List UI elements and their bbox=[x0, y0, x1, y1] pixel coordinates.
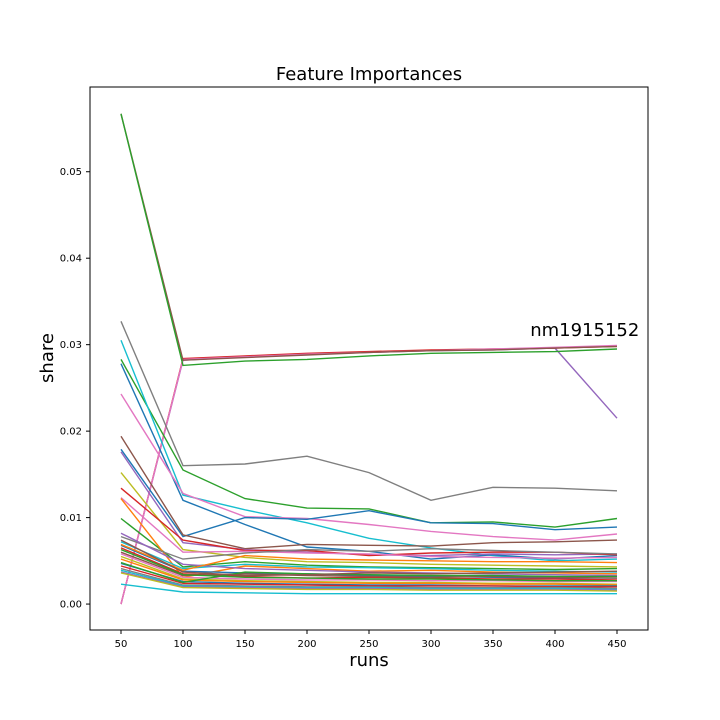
y-tick-label: 0.04 bbox=[60, 254, 82, 265]
series-line-7 bbox=[120, 359, 618, 528]
y-tick-label: 0.00 bbox=[60, 600, 82, 611]
x-tick-label: 200 bbox=[297, 639, 316, 650]
series-line-9 bbox=[120, 363, 618, 560]
x-tick-label: 300 bbox=[421, 639, 440, 650]
series-line-11 bbox=[120, 448, 618, 538]
y-tick-label: 0.05 bbox=[60, 167, 82, 178]
series-line-20 bbox=[120, 541, 618, 573]
annotation-label: nm1915152 bbox=[530, 320, 639, 341]
x-tick-label: 400 bbox=[545, 639, 564, 650]
x-tick-label: 50 bbox=[115, 639, 128, 650]
series-line-26 bbox=[120, 553, 617, 583]
series-line-16 bbox=[120, 497, 618, 559]
series-line-14 bbox=[120, 451, 618, 557]
series-line-28 bbox=[120, 558, 618, 586]
series-line-32 bbox=[120, 569, 618, 591]
x-tick-label: 250 bbox=[359, 639, 378, 650]
x-axis-label: runs bbox=[349, 650, 389, 671]
series-line-31 bbox=[120, 567, 618, 590]
series-line-4 bbox=[120, 113, 618, 361]
series-line-10 bbox=[120, 393, 618, 541]
series-line-33 bbox=[120, 571, 618, 591]
y-tick-label: 0.02 bbox=[60, 427, 82, 438]
series-line-8 bbox=[120, 340, 618, 562]
series-line-27 bbox=[120, 548, 617, 582]
series-lines bbox=[120, 113, 618, 605]
y-axis-label: share bbox=[37, 333, 58, 383]
x-tick-label: 150 bbox=[235, 639, 254, 650]
x-axis-ticks: 50 100 150 200 250 300 350 400 450 bbox=[115, 630, 627, 650]
series-line-36 bbox=[120, 561, 617, 584]
series-line-21 bbox=[120, 544, 617, 579]
series-line-6 bbox=[120, 321, 618, 502]
y-tick-label: 0.03 bbox=[60, 340, 82, 351]
y-tick-label: 0.01 bbox=[60, 513, 82, 524]
series-line-19 bbox=[120, 535, 618, 560]
series-line-38 bbox=[120, 539, 618, 577]
x-tick-label: 450 bbox=[607, 639, 626, 650]
x-tick-label: 350 bbox=[483, 639, 502, 650]
series-line-34 bbox=[120, 572, 618, 592]
series-line-35 bbox=[120, 583, 617, 595]
series-line-37 bbox=[120, 543, 618, 572]
x-tick-label: 100 bbox=[173, 639, 192, 650]
y-axis-ticks: 0.00 0.01 0.02 0.03 0.04 0.05 bbox=[60, 167, 90, 611]
series-line-30 bbox=[120, 565, 617, 588]
series-line-12 bbox=[120, 435, 618, 550]
series-line-5 bbox=[120, 113, 618, 367]
chart-title: Feature Importances bbox=[276, 64, 462, 85]
